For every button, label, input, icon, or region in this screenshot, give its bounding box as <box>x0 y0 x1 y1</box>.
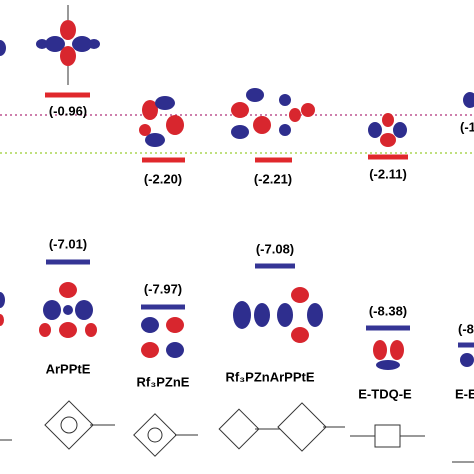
homo-label: (-7.97) <box>144 281 182 296</box>
molecule-name: Rf₃PZnArPPtE <box>225 369 314 384</box>
molecule-name: E-TDQ-E <box>358 386 412 401</box>
orbitals <box>0 5 474 370</box>
molecule-name: E-E <box>455 386 474 401</box>
molecule-name: ArPPtE <box>46 361 91 376</box>
lumo-label: (-2.20) <box>144 171 182 186</box>
homo-label: (-7.08) <box>256 241 294 256</box>
lumo-label: (-1 <box>460 119 474 134</box>
homo-label: (-7.01) <box>49 236 87 251</box>
lumo-label: (-2.11) <box>369 166 407 181</box>
lumo-label: (-0.96) <box>49 103 87 118</box>
molecule-name: Rf₃PZnE <box>137 374 190 389</box>
homo-label: (-8 <box>458 321 474 336</box>
homo-label: (-8.38) <box>369 303 407 318</box>
structures <box>0 400 474 463</box>
lumo-label: (-2.21) <box>254 171 292 186</box>
